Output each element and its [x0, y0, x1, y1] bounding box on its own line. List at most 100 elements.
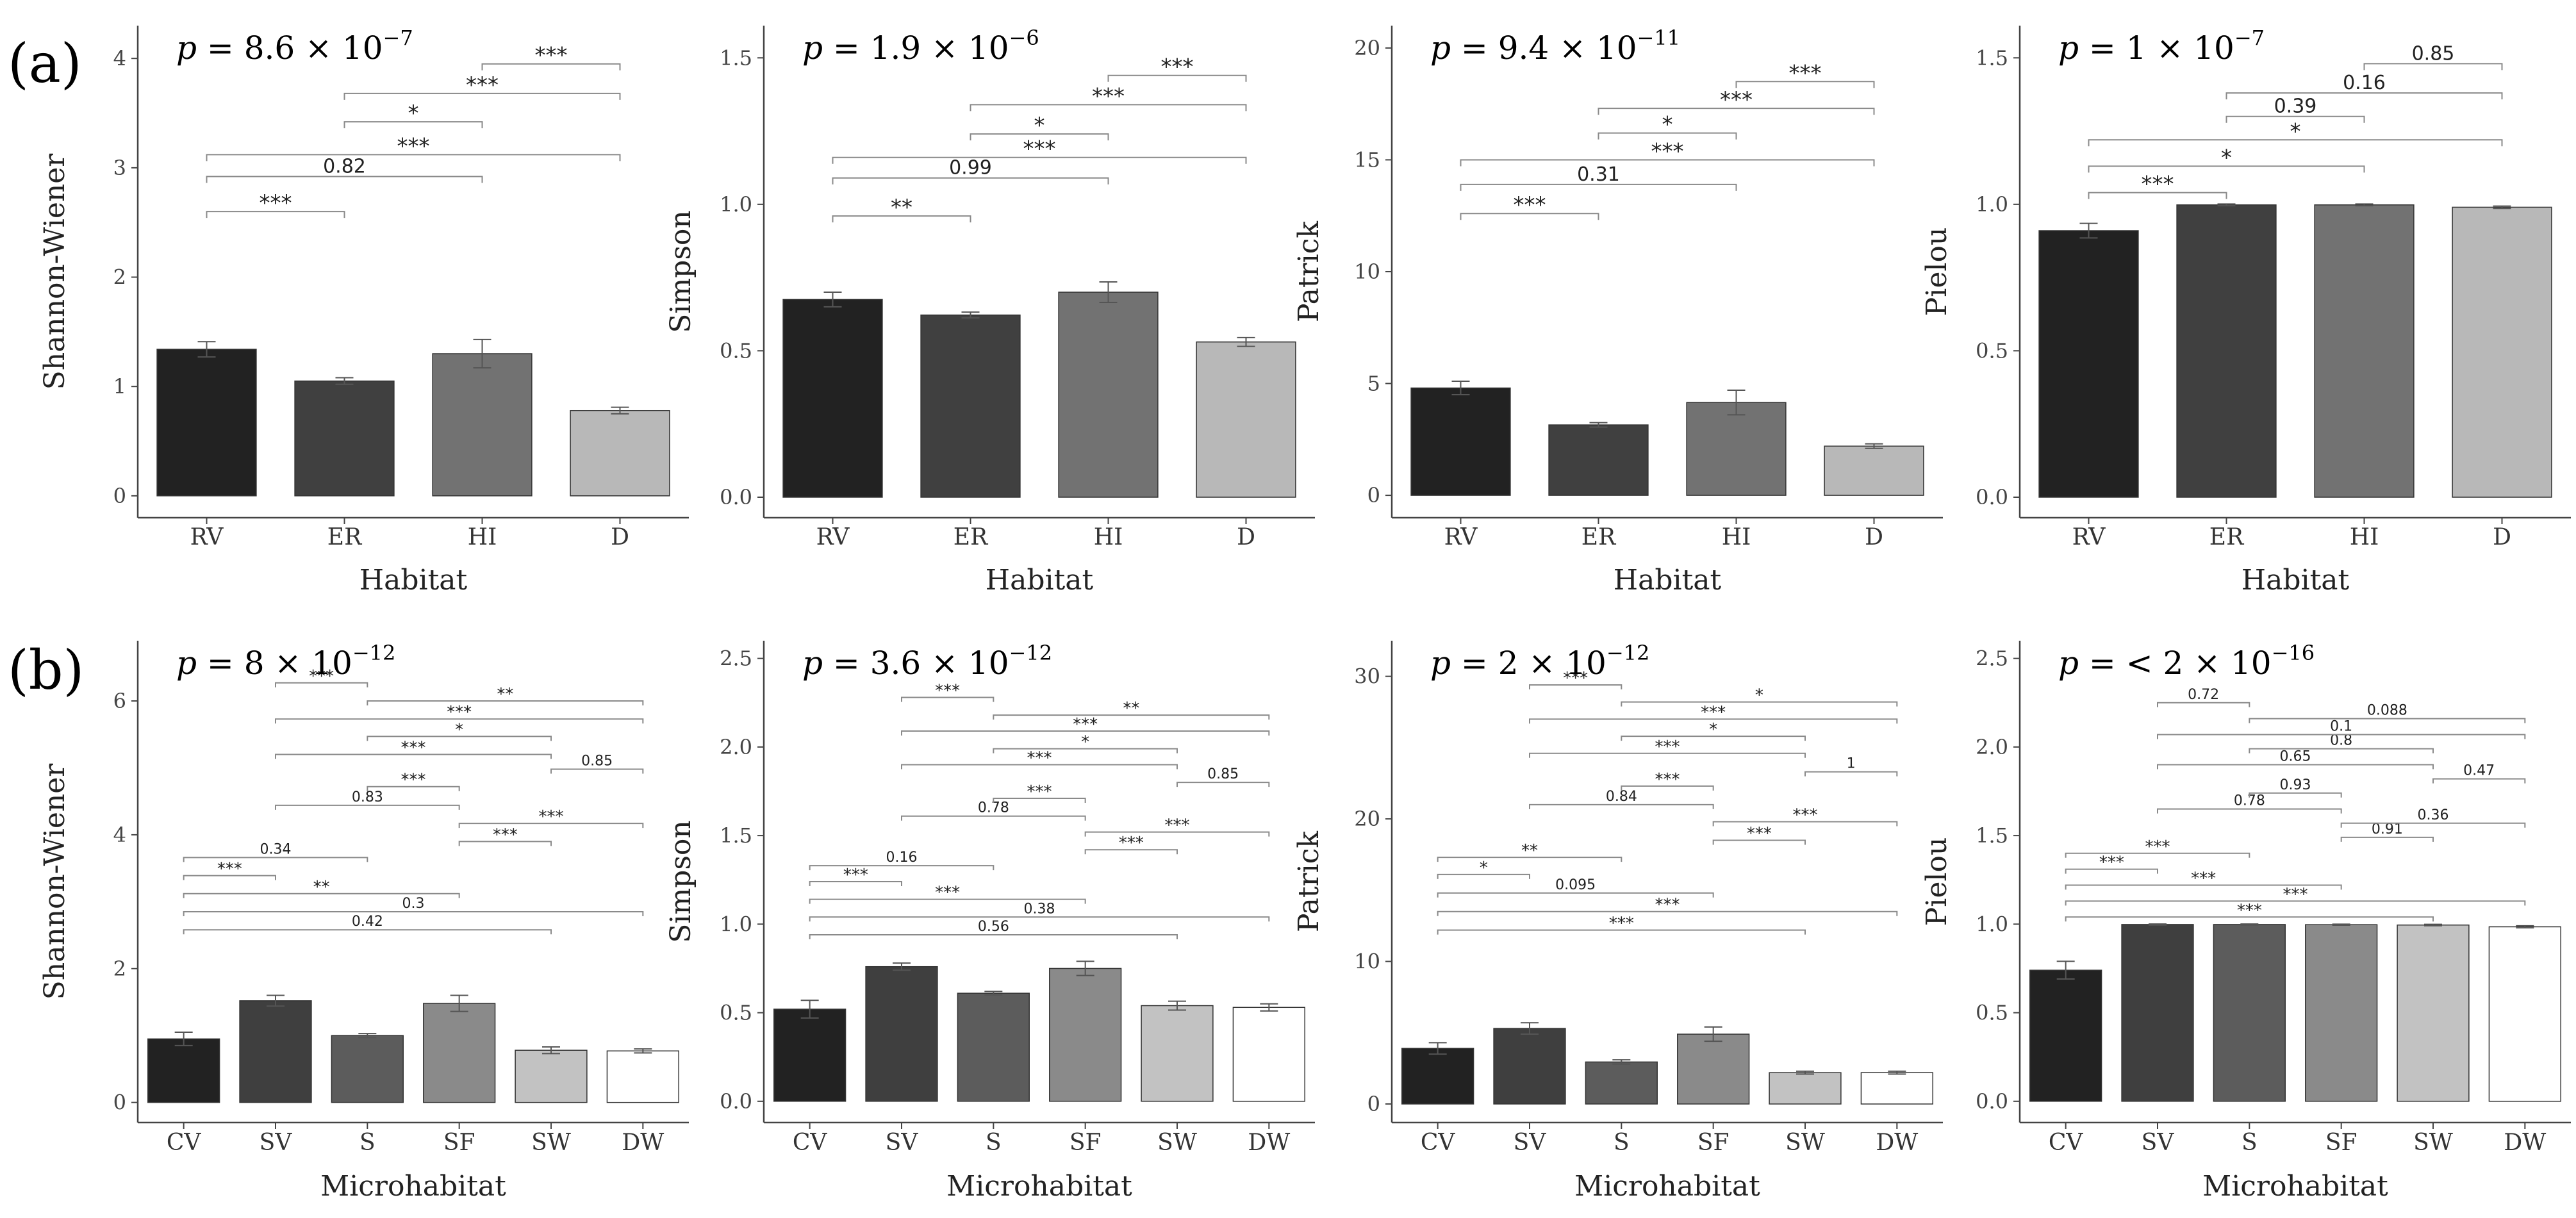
significance-label: 0.38: [1024, 901, 1055, 917]
x-axis-label: Microhabitat: [1574, 1170, 1760, 1203]
bar: [2397, 924, 2470, 1102]
significance-bracket: [2249, 748, 2434, 753]
significance-label: ***: [2099, 853, 2124, 873]
significance-bracket: [367, 700, 644, 705]
significance-label: ***: [1655, 737, 1680, 757]
x-axis-label: Habitat: [1614, 564, 1722, 597]
y-tick-label: 20: [1354, 807, 1380, 831]
significance-label: ***: [2142, 172, 2174, 197]
significance-label: 0.42: [352, 914, 383, 930]
significance-bracket: [809, 898, 1086, 904]
significance-bracket: [970, 104, 1247, 111]
significance-label: 1: [1847, 756, 1856, 772]
y-tick-label: 1.0: [1976, 912, 2008, 936]
bar: [1769, 1072, 1842, 1105]
x-tick-label: DW: [2504, 1130, 2546, 1156]
significance-label: 0.16: [2343, 72, 2386, 94]
significance-bracket: [275, 753, 552, 759]
significance-bracket: [1621, 785, 1714, 791]
significance-label: ***: [2283, 885, 2308, 904]
significance-bracket: [206, 154, 621, 161]
significance-label: ***: [1609, 914, 1634, 934]
significance-bracket: [1084, 849, 1178, 855]
significance-label: 0.31: [1577, 163, 1620, 186]
chart-panel: 0.00.51.01.52.02.5CV SV S SF SW DW0.560.38***…: [665, 641, 1315, 1203]
x-tick-label: SV: [886, 1130, 919, 1156]
significance-label: *: [1034, 113, 1045, 138]
significance-label: ***: [1720, 87, 1753, 113]
y-tick-label: 20: [1354, 36, 1380, 60]
x-tick-label: CV: [2049, 1130, 2084, 1156]
x-tick-label: SW: [2413, 1130, 2453, 1156]
significance-label: 0.1: [2330, 719, 2352, 735]
x-tick-label: S: [2242, 1130, 2258, 1156]
significance-label: ***: [1655, 770, 1680, 789]
significance-bracket: [2088, 165, 2365, 173]
x-tick-label: DW: [1876, 1130, 1918, 1156]
significance-label: ***: [1027, 749, 1052, 768]
significance-bracket: [183, 929, 552, 935]
y-tick-label: 2.0: [1976, 735, 2008, 759]
significance-bracket: [901, 696, 995, 702]
significance-label: ***: [843, 866, 868, 885]
y-tick-label: 1.0: [720, 192, 752, 217]
bar: [423, 1003, 496, 1103]
significance-label: ***: [539, 807, 564, 827]
significance-bracket: [458, 823, 644, 828]
significance-label: ***: [935, 681, 960, 700]
y-tick-label: 6: [113, 689, 126, 713]
significance-bracket: [2249, 792, 2342, 798]
significance-bracket: [458, 841, 552, 846]
x-tick-label: SW: [1157, 1130, 1197, 1156]
x-tick-label: S: [1614, 1130, 1630, 1156]
y-axis-label: Shannon-Wiener: [38, 763, 71, 1000]
significance-label: ***: [1747, 824, 1772, 843]
y-tick-label: 2.5: [1976, 646, 2008, 671]
x-tick-label: ER: [1581, 524, 1616, 550]
x-tick-label: SF: [443, 1130, 475, 1156]
y-tick-label: 0: [1367, 483, 1380, 507]
significance-bracket: [1529, 803, 1714, 809]
significance-bracket: [1460, 213, 1599, 220]
y-tick-label: 1.0: [720, 912, 752, 936]
significance-label: 0.34: [260, 841, 292, 857]
significance-label: ***: [1514, 192, 1546, 218]
y-tick-label: 10: [1354, 950, 1380, 974]
significance-bracket: [2088, 139, 2503, 147]
significance-bracket: [970, 133, 1109, 141]
panel-title: p = 9.4 × 10−11: [1430, 26, 1680, 67]
significance-label: ***: [2237, 901, 2262, 920]
significance-bracket: [367, 736, 552, 741]
bar: [920, 314, 1021, 498]
y-tick-label: 4: [113, 823, 126, 847]
significance-label: ***: [397, 133, 430, 159]
significance-bracket: [993, 714, 1270, 720]
significance-bracket: [183, 875, 276, 880]
bar: [2176, 204, 2277, 498]
panel-title: p = 2 × 10−12: [1430, 641, 1649, 682]
significance-bracket: [183, 857, 368, 862]
significance-bracket: [1712, 821, 1898, 827]
y-tick-label: 5: [1367, 372, 1380, 396]
x-tick-label: D: [1865, 524, 1883, 550]
significance-bracket: [832, 215, 971, 223]
significance-label: 0.84: [1606, 789, 1637, 805]
y-axis-label: Shannon-Wiener: [38, 153, 71, 390]
significance-bracket: [206, 211, 345, 218]
y-tick-label: 2.5: [720, 646, 752, 671]
x-tick-label: SW: [1785, 1130, 1825, 1156]
y-tick-label: 2.0: [720, 735, 752, 759]
significance-label: ***: [401, 739, 426, 758]
significance-label: 0.72: [2188, 687, 2219, 703]
x-tick-label: S: [986, 1130, 1002, 1156]
significance-label: ***: [1073, 715, 1098, 734]
significance-label: ***: [1119, 834, 1144, 853]
y-tick-label: 15: [1354, 147, 1380, 172]
chart-panel: 0.00.51.01.5RV ER HI D**0.99**********Habit…: [665, 26, 1315, 597]
significance-bracket: [809, 865, 995, 871]
significance-bracket: [275, 718, 644, 724]
y-tick-label: 3: [113, 156, 126, 180]
significance-label: 0.36: [2418, 807, 2449, 823]
